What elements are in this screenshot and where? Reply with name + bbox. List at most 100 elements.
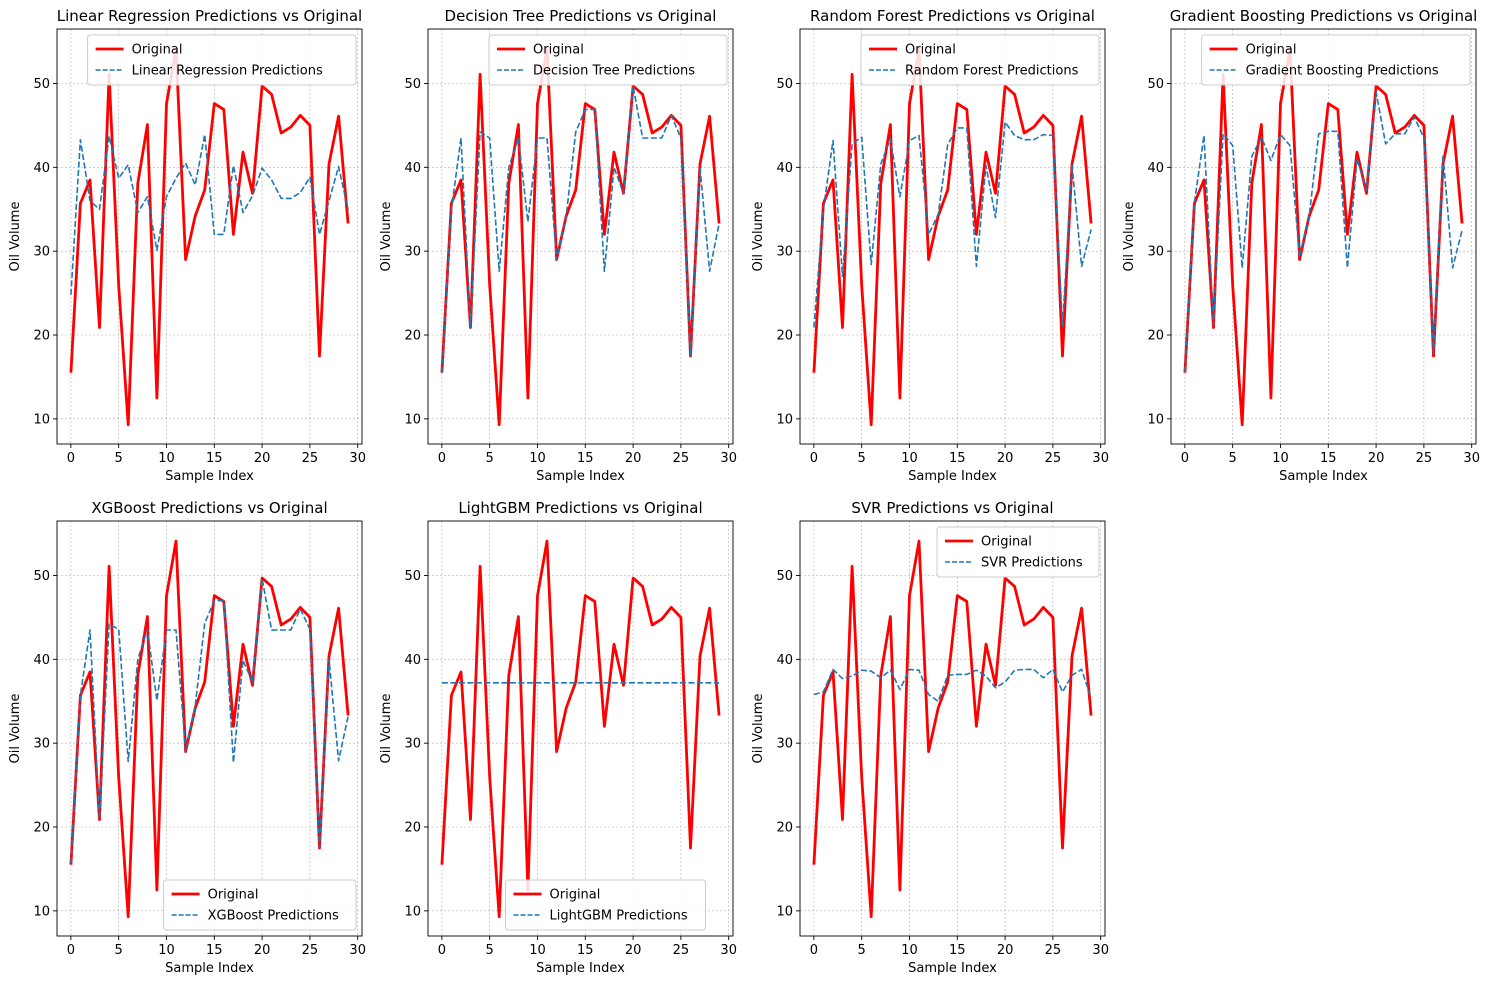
y-tick-label: 10: [33, 412, 50, 427]
chart-panel-4: 0 5 10 15 20 25 30 10 20 30 40 50 XGBoost Prediction…: [8, 499, 366, 976]
x-tick-label: 5: [858, 451, 866, 466]
y-tick-label: 50: [33, 569, 50, 584]
y-tick-label: 50: [404, 569, 421, 584]
y-tick-label: 10: [404, 412, 421, 427]
series-line-predictions: [813, 121, 1092, 328]
series-line-predictions: [813, 668, 1092, 703]
legend-box: [488, 34, 728, 86]
y-tick-label: 40: [404, 161, 421, 176]
x-tick-label: 20: [1368, 451, 1385, 466]
x-tick-label: 0: [438, 943, 446, 958]
x-tick-label: 25: [1416, 451, 1433, 466]
y-axis-label: Oil Volume: [8, 694, 23, 764]
x-tick-label: 15: [577, 943, 594, 958]
y-tick-label: 40: [776, 161, 793, 176]
x-tick-label: 25: [1045, 451, 1062, 466]
plot-frame: [427, 28, 734, 445]
x-tick-label: 10: [529, 943, 546, 958]
legend: Original SVR Predictions: [936, 526, 1100, 578]
y-tick-label: 30: [776, 245, 793, 260]
chart-title: SVR Predictions vs Original: [851, 499, 1053, 517]
x-tick-label: 5: [486, 943, 494, 958]
x-tick-label: 10: [901, 943, 918, 958]
plot-frame: [799, 28, 1106, 445]
x-tick-label: 15: [949, 943, 966, 958]
y-axis-label: Oil Volume: [379, 202, 394, 272]
y-tick-label: 40: [33, 653, 50, 668]
x-tick-label: 30: [1092, 451, 1109, 466]
y-tick-label: 20: [776, 821, 793, 836]
y-tick-label: 20: [33, 329, 50, 344]
series-line-original: [812, 539, 1093, 919]
legend-label: SVR Predictions: [981, 556, 1083, 571]
x-axis-label: Sample Index: [165, 469, 254, 484]
y-tick-label: 20: [404, 329, 421, 344]
x-tick-label: 15: [1320, 451, 1337, 466]
chart-panel-2: 0 5 10 15 20 25 30 10 20 30 40 50 Random Forest Pred…: [751, 7, 1109, 484]
series-line-original: [440, 47, 721, 427]
y-tick-label: 40: [404, 653, 421, 668]
series-line-predictions: [70, 133, 349, 295]
x-tick-label: 10: [901, 451, 918, 466]
y-tick-label: 10: [33, 904, 50, 919]
y-tick-label: 20: [776, 329, 793, 344]
x-tick-label: 15: [577, 451, 594, 466]
y-axis-label: Oil Volume: [751, 202, 766, 272]
legend-box: [505, 879, 706, 931]
x-axis-label: Sample Index: [908, 469, 997, 484]
x-tick-label: 25: [673, 451, 690, 466]
chart-title: Linear Regression Predictions vs Origina…: [57, 7, 362, 25]
series-line-original: [812, 47, 1093, 427]
y-axis-label: Oil Volume: [751, 694, 766, 764]
x-tick-label: 15: [206, 943, 223, 958]
y-tick-label: 30: [404, 737, 421, 752]
y-tick-label: 10: [404, 904, 421, 919]
x-tick-label: 10: [529, 451, 546, 466]
x-tick-label: 20: [625, 451, 642, 466]
y-tick-label: 30: [33, 245, 50, 260]
x-tick-label: 20: [997, 451, 1014, 466]
y-tick-label: 20: [33, 821, 50, 836]
chart-title: Random Forest Predictions vs Original: [810, 7, 1095, 25]
series-line-original: [69, 539, 350, 919]
y-tick-label: 50: [1147, 77, 1164, 92]
legend-label: Original: [533, 43, 584, 58]
chart-panel-6: 0 5 10 15 20 25 30 10 20 30 40 50 SVR Predictions vs…: [751, 499, 1109, 976]
y-tick-label: 30: [1147, 245, 1164, 260]
legend-label: Random Forest Predictions: [905, 64, 1079, 79]
x-tick-label: 25: [1045, 943, 1062, 958]
x-axis-label: Sample Index: [908, 961, 997, 976]
series-line-predictions: [441, 85, 720, 373]
legend-label: LightGBM Predictions: [550, 909, 688, 924]
x-tick-label: 5: [115, 943, 123, 958]
chart-title: Decision Tree Predictions vs Original: [445, 7, 717, 25]
chart-title: LightGBM Predictions vs Original: [458, 499, 702, 517]
y-tick-label: 20: [1147, 329, 1164, 344]
series-line-predictions: [1184, 91, 1463, 372]
legend: Original Linear Regression Predictions: [87, 34, 357, 86]
y-tick-label: 30: [776, 737, 793, 752]
x-tick-label: 20: [254, 451, 271, 466]
x-tick-label: 0: [67, 943, 75, 958]
legend-label: Original: [550, 888, 601, 903]
y-tick-label: 30: [404, 245, 421, 260]
x-tick-label: 25: [673, 943, 690, 958]
x-tick-label: 20: [254, 943, 271, 958]
legend: Original XGBoost Predictions: [163, 879, 357, 931]
chart-title: Gradient Boosting Predictions vs Origina…: [1170, 7, 1478, 25]
x-tick-label: 30: [720, 451, 737, 466]
x-axis-label: Sample Index: [165, 961, 254, 976]
x-tick-label: 10: [158, 451, 175, 466]
plot-frame: [1170, 28, 1477, 445]
legend-box: [860, 34, 1100, 86]
plot-frame: [799, 520, 1106, 937]
legend-label: Original: [132, 43, 183, 58]
x-tick-label: 25: [302, 943, 319, 958]
y-tick-label: 50: [404, 77, 421, 92]
legend-box: [1201, 34, 1471, 86]
y-tick-label: 40: [776, 653, 793, 668]
x-tick-label: 30: [349, 943, 366, 958]
legend: Original Decision Tree Predictions: [488, 34, 728, 86]
x-tick-label: 30: [1463, 451, 1480, 466]
